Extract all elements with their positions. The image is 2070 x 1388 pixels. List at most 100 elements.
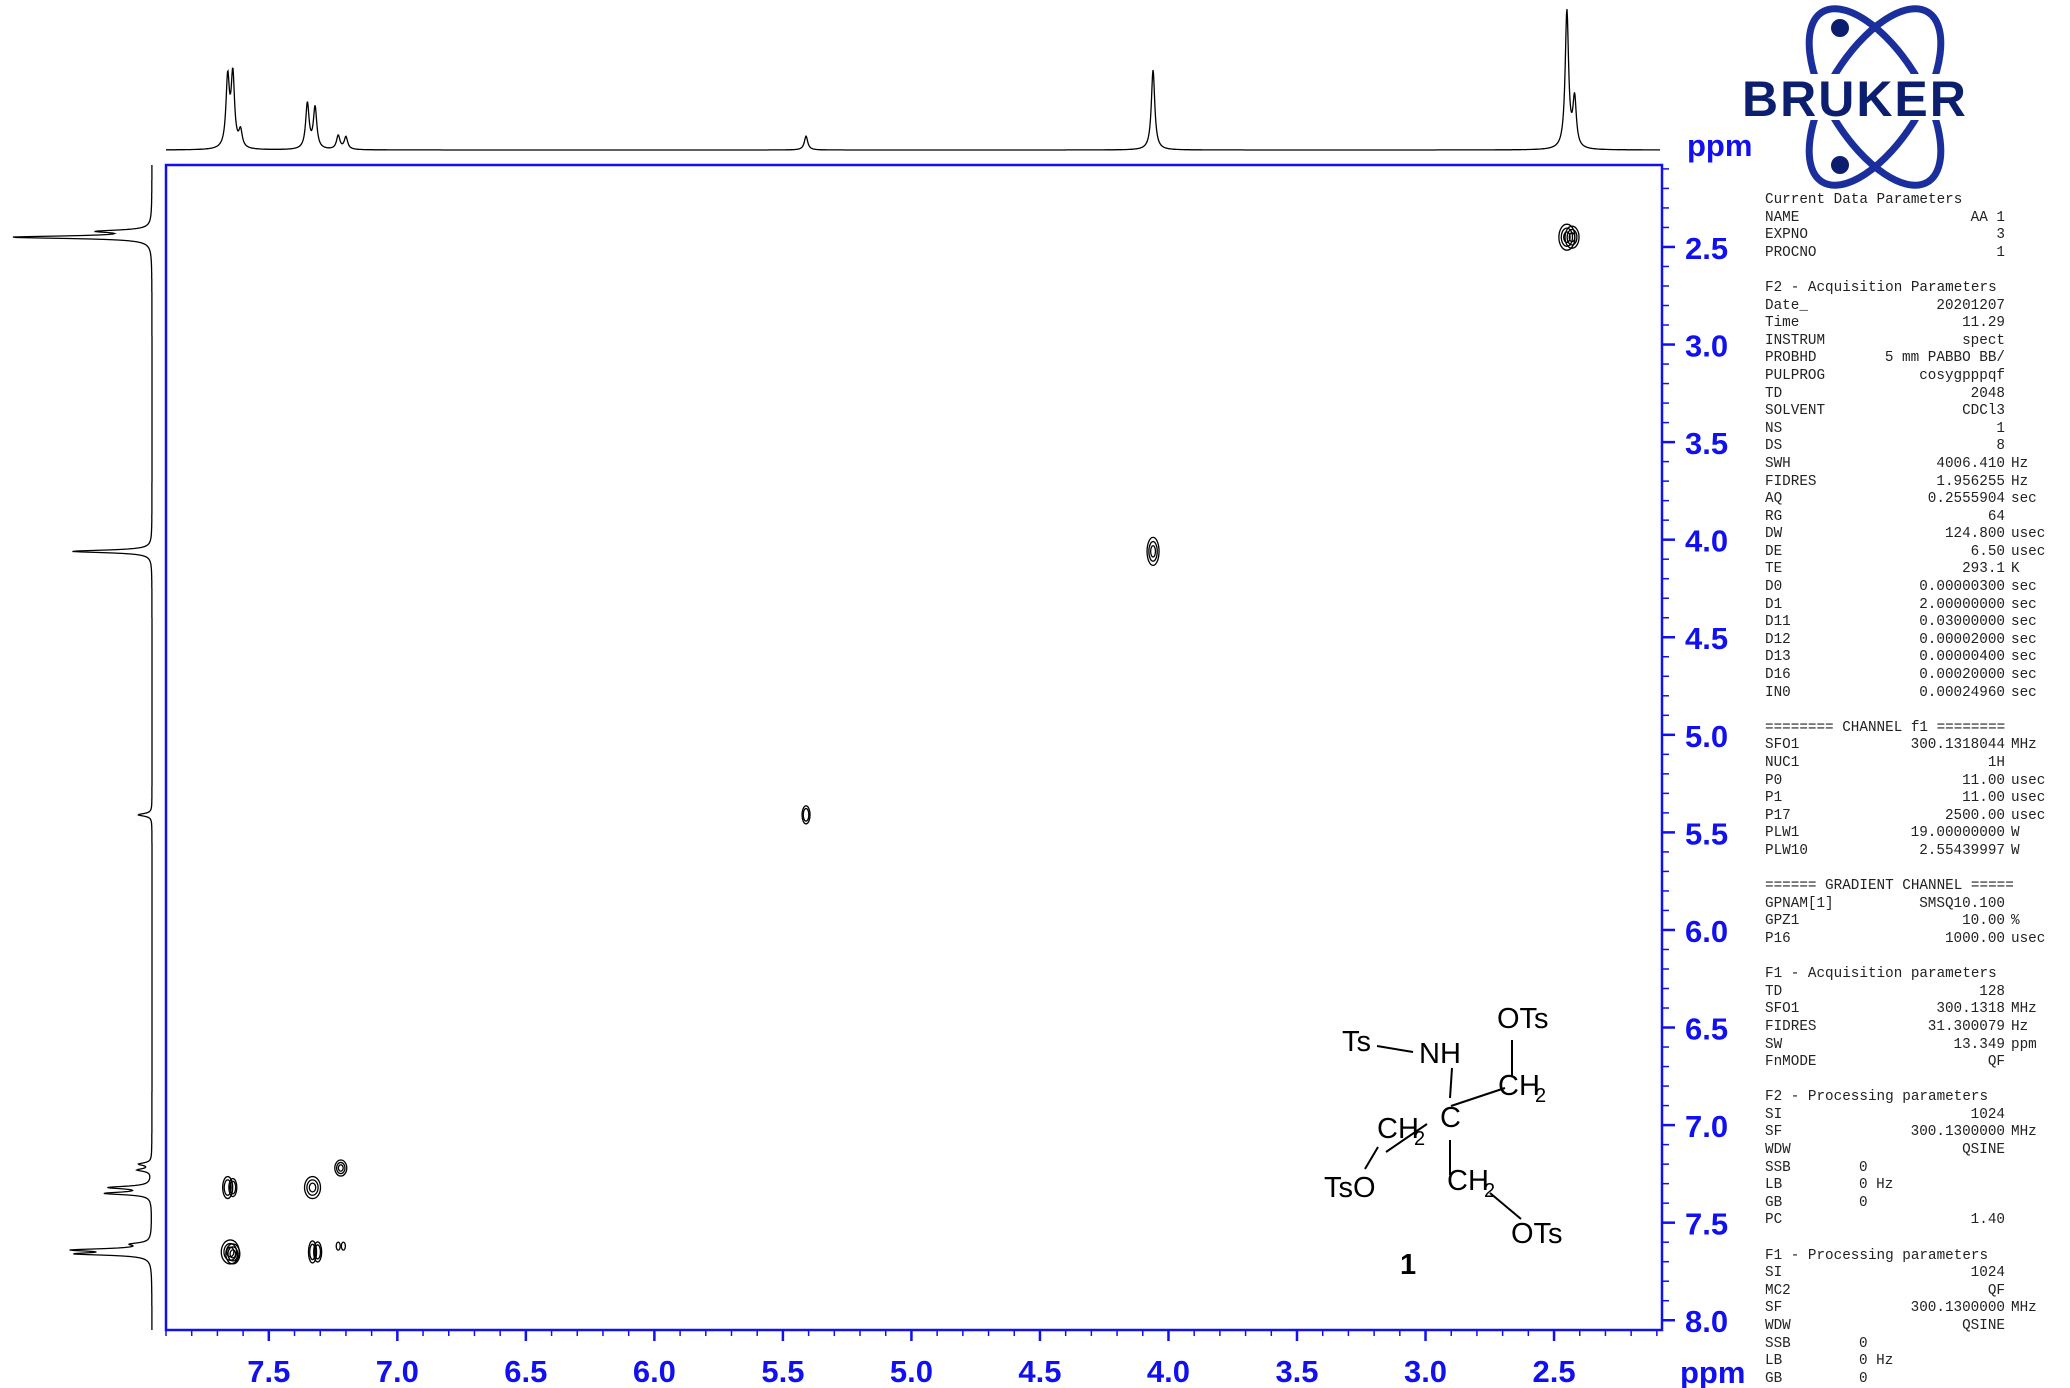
param-value: 1	[1996, 420, 2005, 437]
f1-tick-label: 5.0	[1685, 719, 1728, 754]
param-value: CDCl3	[1962, 403, 2005, 420]
param-unit: sec	[2011, 596, 2037, 613]
f1-tick-label: 7.5	[1685, 1207, 1728, 1242]
param-row: MC2 QF	[1765, 1283, 2065, 1301]
param-row: IN0 0.00024960 sec	[1765, 685, 2065, 703]
param-unit: usec	[2011, 790, 2046, 807]
param-label: NS	[1765, 420, 1783, 437]
param-gap	[1765, 702, 2065, 720]
param-row: SWH 4006.410 Hz	[1765, 456, 2065, 474]
param-label: RG	[1765, 508, 1783, 525]
cross-peak-contour	[1563, 231, 1571, 244]
param-value: 300.1300000	[1910, 1300, 2005, 1317]
param-label: WDW	[1765, 1318, 1791, 1334]
cross-peak-contour	[1568, 232, 1576, 243]
param-value: 20201207	[1936, 297, 2005, 314]
param-label: D11	[1765, 614, 1791, 631]
param-value: AA 1	[1970, 209, 2005, 226]
param-value: 0 Hz	[1859, 1353, 1894, 1370]
param-value: 1024	[1970, 1265, 2005, 1282]
param-label: PULPROG	[1765, 367, 1826, 384]
param-row: TD 2048	[1765, 386, 2065, 404]
param-row: DS 8	[1765, 438, 2065, 456]
compound-number: 1	[1400, 1249, 1416, 1281]
param-label: P1	[1765, 790, 1783, 807]
param-unit: usec	[2011, 526, 2046, 543]
param-value: spect	[1962, 332, 2005, 349]
param-value: QSINE	[1962, 1318, 2005, 1334]
param-value: 0.00000300	[1919, 579, 2005, 596]
param-label: SFO1	[1765, 1001, 1800, 1018]
ts-group-label: Ts	[1342, 1026, 1371, 1058]
param-value: QF	[1987, 1054, 2005, 1071]
brand-name: BRUKER	[1742, 71, 1968, 127]
cross-peak-contour	[306, 1179, 319, 1196]
param-label: PLW1	[1765, 825, 1800, 842]
param-row: PROBHD 5 mm PABBO BB/	[1765, 350, 2065, 368]
param-label: P17	[1765, 807, 1791, 824]
param-value: 1.956255	[1936, 473, 2005, 490]
param-label: SI	[1765, 1265, 1783, 1282]
param-label: GPNAM[1]	[1765, 895, 1834, 912]
cross-peak-contour	[337, 1164, 344, 1172]
param-row: GPNAM[1] SMSQ10.100	[1765, 896, 2065, 914]
param-row: INSTRUM spect	[1765, 333, 2065, 351]
cross-peak-contour	[801, 805, 811, 825]
param-gap	[1765, 949, 2065, 967]
param-value: 11.00	[1962, 790, 2005, 807]
cross-peak-contour	[1146, 536, 1160, 567]
param-label: P0	[1765, 772, 1783, 789]
tso-label: TsO	[1324, 1172, 1376, 1204]
param-label: GB	[1765, 1370, 1783, 1387]
param-unit: W	[2011, 842, 2020, 859]
f1-tick-label: 4.0	[1685, 524, 1728, 559]
param-row: SOLVENT CDCl3	[1765, 403, 2065, 421]
param-value: 300.1318044	[1910, 737, 2005, 754]
param-value: 300.1300000	[1910, 1124, 2005, 1141]
cross-peak-contour	[225, 1243, 241, 1265]
param-value: 0	[1859, 1194, 1868, 1211]
param-value: SMSQ10.100	[1919, 895, 2005, 912]
param-label: PROCNO	[1765, 244, 1817, 261]
param-unit: sec	[2011, 667, 2037, 684]
param-section-title: Current Data Parameters	[1765, 192, 1963, 208]
param-row: Time 11.29	[1765, 315, 2065, 333]
param-row: SW 13.349 ppm	[1765, 1037, 2065, 1055]
param-value: 1024	[1970, 1106, 2005, 1123]
nh-label: NH	[1419, 1038, 1461, 1070]
param-value: cosygpppqf	[1919, 367, 2005, 384]
param-row: SI 1024	[1765, 1107, 2065, 1125]
param-value: 0	[1859, 1335, 1868, 1352]
quaternary-carbon-label: C	[1440, 1102, 1461, 1134]
ots-bottom-label: OTs	[1511, 1218, 1563, 1250]
param-label: D1	[1765, 596, 1783, 613]
param-row: P1 11.00 usec	[1765, 790, 2065, 808]
param-label: SFO1	[1765, 737, 1800, 754]
param-value: 8	[1996, 438, 2005, 455]
param-label: FIDRES	[1765, 473, 1817, 490]
param-label: SF	[1765, 1124, 1783, 1141]
param-value: 0.03000000	[1919, 614, 2005, 631]
param-row: WDW QSINE	[1765, 1318, 2065, 1336]
param-section-title: ======== CHANNEL f1 ========	[1765, 719, 2006, 736]
param-gap	[1765, 262, 2065, 280]
param-row: NUC1 1H	[1765, 755, 2065, 773]
molecule-structure: Ts NH OTs CH 2 CH 2 C TsO CH 2 OTs 1	[1324, 1003, 1563, 1281]
cross-peak-contour	[307, 1240, 318, 1264]
param-row: D12 0.00002000 sec	[1765, 632, 2065, 650]
param-label: Time	[1765, 315, 1800, 332]
param-row: PLW10 2.55439997 W	[1765, 843, 2065, 861]
param-value: 2048	[1970, 385, 2005, 402]
param-row: NAME AA 1	[1765, 210, 2065, 228]
cross-peak-contour	[1564, 225, 1580, 249]
param-value: 1000.00	[1944, 930, 2005, 947]
param-unit: sec	[2011, 614, 2037, 631]
param-label: SOLVENT	[1765, 403, 1826, 420]
param-value: 1	[1996, 244, 2005, 261]
param-row: NS 1	[1765, 421, 2065, 439]
param-row: SI 1024	[1765, 1265, 2065, 1283]
param-value: 300.1318	[1936, 1001, 2005, 1018]
param-row: GB 0	[1765, 1195, 2065, 1213]
param-value: 0.00024960	[1919, 684, 2005, 701]
param-section-title: ====== GRADIENT CHANNEL =====	[1765, 878, 2014, 895]
